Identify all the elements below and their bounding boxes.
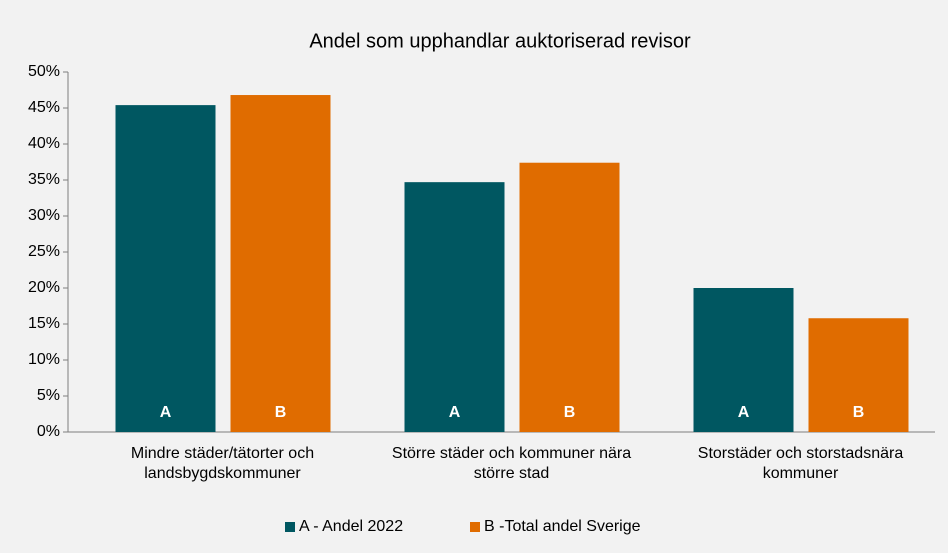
x-tick-label: Större städer och kommuner nära större s… [391, 445, 632, 482]
y-tick-label: 0% [37, 423, 60, 440]
bar-label: B [275, 404, 287, 421]
bar-label: B [853, 404, 865, 421]
y-tick-label: 25% [28, 243, 60, 260]
bar-label: B [564, 404, 576, 421]
y-tick-label: 5% [37, 387, 60, 404]
legend-label: A - Andel 2022 [299, 518, 403, 535]
chart-title: Andel som upphandlar auktoriserad reviso… [309, 30, 691, 52]
y-tick-label: 10% [28, 351, 60, 368]
bar-label: A [449, 404, 461, 421]
y-tick-label: 30% [28, 207, 60, 224]
y-tick-label: 15% [28, 315, 60, 332]
bar [404, 182, 505, 432]
bar [230, 95, 331, 432]
bar [693, 288, 794, 432]
legend-label: B -Total andel Sverige [484, 518, 641, 535]
bar-label: A [738, 404, 750, 421]
legend-swatch [470, 522, 480, 532]
legend-swatch [285, 522, 295, 532]
bar-label: A [160, 404, 172, 421]
x-tick-label: Mindre städer/tätorter och landsbygdskom… [130, 445, 315, 482]
y-tick-label: 45% [28, 99, 60, 116]
y-tick-label: 40% [28, 135, 60, 152]
y-tick-label: 50% [28, 63, 60, 80]
bar [519, 162, 620, 432]
bar [808, 318, 909, 432]
y-tick-label: 20% [28, 279, 60, 296]
bar [115, 105, 216, 433]
y-tick-label: 35% [28, 171, 60, 188]
x-tick-label: Storstäder och storstadsnära kommuner [697, 445, 904, 482]
